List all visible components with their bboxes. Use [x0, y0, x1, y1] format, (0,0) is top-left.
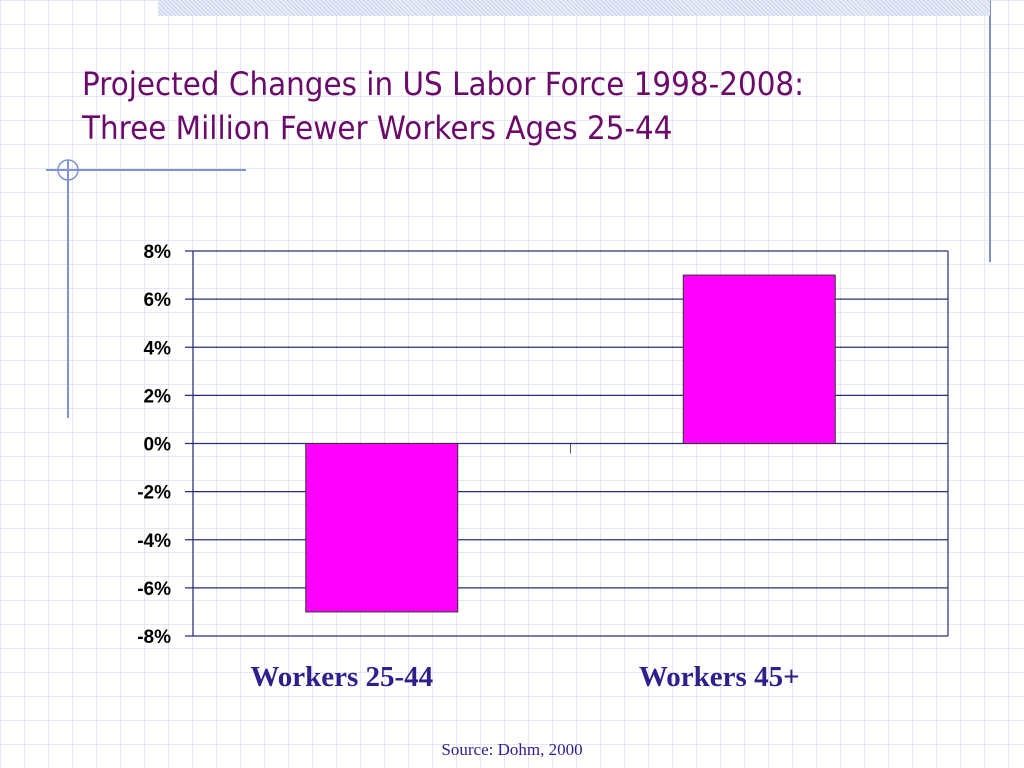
y-tick-label: 0% [144, 435, 172, 456]
category-labels: Workers 25-44 Workers 45+ [250, 661, 799, 693]
category-label: Workers 45+ [639, 661, 800, 693]
top-pattern-strip [158, 0, 990, 16]
y-tick-label: 4% [144, 338, 172, 359]
y-tick-label: 2% [144, 386, 172, 407]
y-tick-label: -6% [137, 579, 171, 600]
category-label: Workers 25-44 [250, 661, 433, 693]
y-tick-label: 6% [144, 290, 172, 311]
bar [305, 443, 459, 613]
plot-frame [192, 251, 949, 636]
y-tick-label: 8% [144, 242, 172, 263]
y-axis-ticks: 8% 6% 4% 2% 0% -2% -4% -6% -8% [137, 242, 171, 648]
accent-ring [57, 159, 79, 181]
bar [682, 274, 836, 444]
source-note: Source: Dohm, 2000 [441, 740, 583, 759]
y-tick-label: -8% [137, 627, 171, 648]
y-tick-label: -2% [137, 483, 171, 504]
slide-title: Projected Changes in US Labor Force 1998… [82, 65, 805, 147]
bars [305, 274, 836, 613]
y-tick-label: -4% [137, 531, 171, 552]
